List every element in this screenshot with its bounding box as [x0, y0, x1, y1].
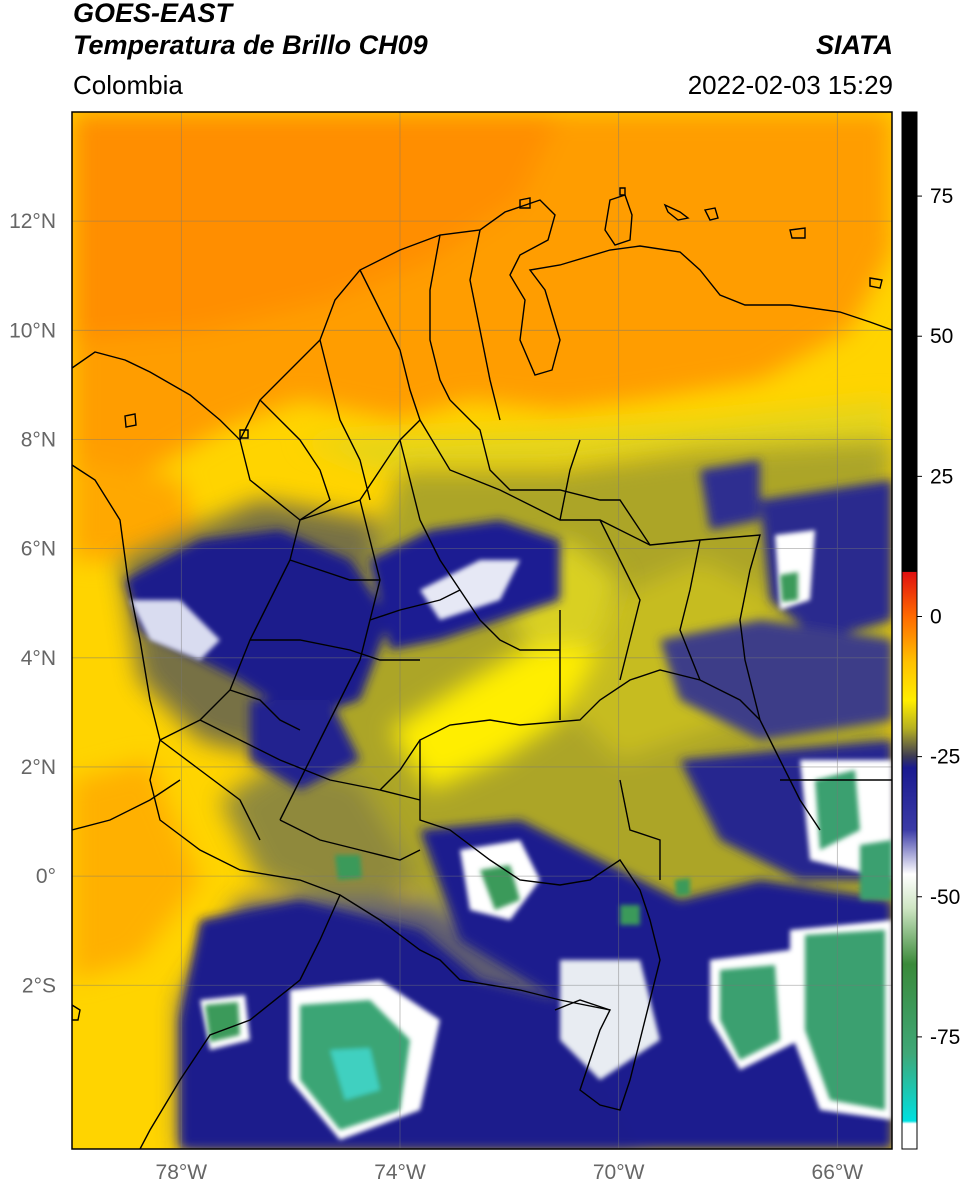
lat-tick-label: 4°N	[21, 647, 56, 670]
lat-tick-label: 6°N	[21, 538, 56, 561]
lon-tick-label: 78°W	[156, 1161, 208, 1184]
lat-tick-label: 2°S	[22, 974, 56, 997]
longitude-labels: 78°W 74°W 70°W 66°W	[156, 1161, 864, 1184]
lon-tick-label: 70°W	[593, 1161, 645, 1184]
region-label: Colombia	[73, 70, 183, 100]
imagery-layer	[72, 112, 892, 1149]
lon-tick-label: 66°W	[812, 1161, 864, 1184]
colorbar-tick-label: -75	[930, 1026, 960, 1049]
colorbar-tick-label: -25	[930, 746, 960, 769]
lat-tick-label: 2°N	[21, 756, 56, 779]
map-frame	[71, 111, 893, 1150]
colorbar-tick-label: 75	[930, 185, 953, 208]
lat-tick-label: 0°	[36, 865, 56, 888]
lat-tick-label: 8°N	[21, 428, 56, 451]
colorbar-tick-label: 25	[930, 465, 953, 488]
product-title: Temperatura de Brillo CH09	[73, 30, 428, 60]
lat-tick-label: 10°N	[9, 319, 56, 342]
source-label: SIATA	[816, 30, 893, 60]
colorbar-tick-label: 50	[930, 325, 953, 348]
colorbar: 75 50 25 0 -25 -50 -75	[901, 111, 960, 1150]
satellite-title: GOES-EAST	[73, 0, 233, 28]
latitude-labels: 12°N 10°N 8°N 6°N 4°N 2°N 0° 2°S	[9, 210, 56, 997]
lat-tick-label: 12°N	[9, 210, 56, 233]
lon-tick-label: 74°W	[374, 1161, 426, 1184]
colorbar-tick-label: 0	[930, 605, 942, 628]
colorbar-tick-label: -50	[930, 886, 960, 909]
borders	[72, 187, 892, 1149]
datetime-label: 2022-02-03 15:29	[687, 70, 893, 100]
